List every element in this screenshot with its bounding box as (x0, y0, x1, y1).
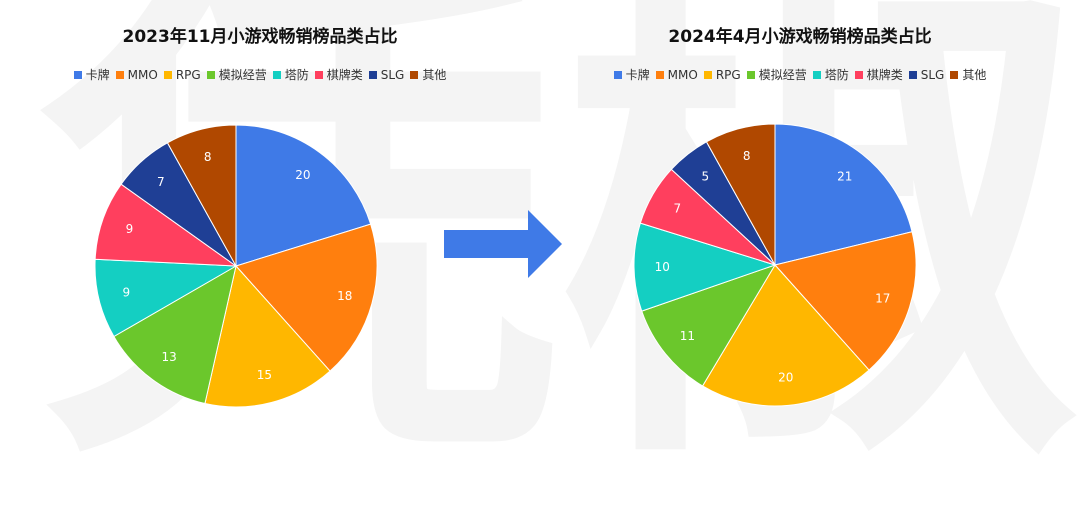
chart-panel-right: 2024年4月小游戏畅销榜品类占比 卡牌 MMO RPG 模拟经营 塔防 棋牌类 SLG 其他… (520, 0, 1080, 462)
legend-item: 塔防 (272, 66, 309, 83)
legend-label: 卡牌 (625, 68, 650, 82)
data-label: 7 (157, 175, 165, 189)
legend-item: 其他 (950, 66, 986, 83)
pie-slice (235, 223, 378, 372)
data-label: 7 (673, 202, 681, 216)
legend-label: 塔防 (824, 68, 849, 82)
pie-slice (705, 123, 776, 267)
legend-label: 其他 (422, 68, 447, 82)
legend-swatch (655, 70, 664, 79)
pie-slice (774, 231, 917, 371)
legend-label: RPG (715, 67, 741, 82)
pie-slice (701, 264, 870, 407)
data-label: 20 (778, 370, 793, 384)
data-label: 5 (701, 169, 709, 183)
legend-label: SLG (920, 67, 945, 82)
pie-chart-left: 20 18 15 13 9 9 7 8 (94, 124, 378, 408)
legend-swatch (163, 70, 172, 79)
data-label: 10 (655, 260, 670, 274)
legend-swatch (410, 70, 419, 79)
legend-label: MMO (127, 67, 158, 82)
legend-left: 卡牌 MMO RPG 模拟经营 塔防 棋牌类 SLG 其他 (0, 66, 520, 83)
legend-swatch (272, 70, 281, 79)
data-label: 18 (337, 289, 352, 303)
data-label: 15 (257, 368, 272, 382)
chart-title-left: 2023年11月小游戏畅销榜品类占比 (122, 27, 398, 47)
pie-slice (633, 222, 777, 312)
chart-title-right: 2024年4月小游戏畅销榜品类占比 (668, 27, 932, 47)
legend-item: 棋牌类 (854, 66, 903, 83)
legend-label: 卡牌 (85, 68, 110, 82)
legend-item: SLG (368, 66, 405, 83)
pie-chart-right: 21 17 20 11 10 7 5 8 (633, 123, 917, 407)
pie-slice (641, 264, 777, 387)
legend-item: RPG (703, 66, 741, 83)
legend-item: 卡牌 (73, 66, 110, 83)
legend-swatch (314, 70, 323, 79)
legend-label: MMO (667, 67, 698, 82)
legend-swatch (746, 70, 755, 79)
arrow-right-icon (444, 210, 562, 278)
legend-label: 塔防 (284, 68, 309, 82)
data-label: 9 (123, 286, 131, 300)
legend-swatch (115, 70, 124, 79)
legend-label: 棋牌类 (866, 68, 903, 82)
legend-label: 模拟经营 (218, 68, 267, 82)
legend-label: RPG (175, 67, 201, 82)
legend-swatch (812, 70, 821, 79)
data-label: 8 (743, 149, 751, 163)
legend-item: MMO (115, 66, 158, 83)
legend-item: 棋牌类 (314, 66, 363, 83)
legend-label: SLG (380, 67, 405, 82)
legend-right: 卡牌 MMO RPG 模拟经营 塔防 棋牌类 SLG 其他 (520, 66, 1080, 83)
pie-slice (166, 124, 237, 268)
data-label: 11 (680, 329, 695, 343)
legend-swatch (368, 70, 377, 79)
pie-slice (204, 264, 331, 408)
slide: 凭 椒 2023年11月小游戏畅销榜品类占比 卡牌MMORPG模拟经营塔防棋牌类… (0, 0, 1080, 480)
legend-swatch (950, 70, 959, 79)
legend-item: MMO (655, 66, 698, 83)
legend-swatch (206, 70, 215, 79)
legend-swatch (908, 70, 917, 79)
data-label: 9 (126, 222, 134, 236)
legend-item: SLG (908, 66, 945, 83)
legend-label: 棋牌类 (326, 68, 363, 82)
pie-slice (94, 258, 238, 338)
legend-swatch (613, 70, 622, 79)
pie-slice (94, 183, 238, 267)
legend-item: 其他 (410, 66, 446, 83)
pie-slice (113, 264, 237, 405)
legend-item: 卡牌 (613, 66, 650, 83)
legend-label: 其他 (962, 68, 987, 82)
legend-item: 模拟经营 (746, 66, 807, 83)
data-label: 21 (837, 169, 852, 183)
legend-item: RPG (163, 66, 201, 83)
chart-panel-left: 2023年11月小游戏畅销榜品类占比 卡牌 MMO RPG 模拟经营 塔防 棋牌类 SLG 其… (0, 0, 520, 462)
data-label: 20 (295, 168, 310, 182)
legend-label: 模拟经营 (758, 68, 807, 82)
legend-swatch (854, 70, 863, 79)
pie-slice (774, 123, 913, 266)
legend-swatch (73, 70, 82, 79)
pie-slice (235, 124, 372, 267)
data-label: 17 (875, 291, 890, 305)
legend-item: 模拟经营 (206, 66, 267, 83)
legend-item: 塔防 (812, 66, 849, 83)
data-label: 8 (204, 150, 212, 164)
legend-swatch (703, 70, 712, 79)
data-label: 13 (161, 350, 176, 364)
